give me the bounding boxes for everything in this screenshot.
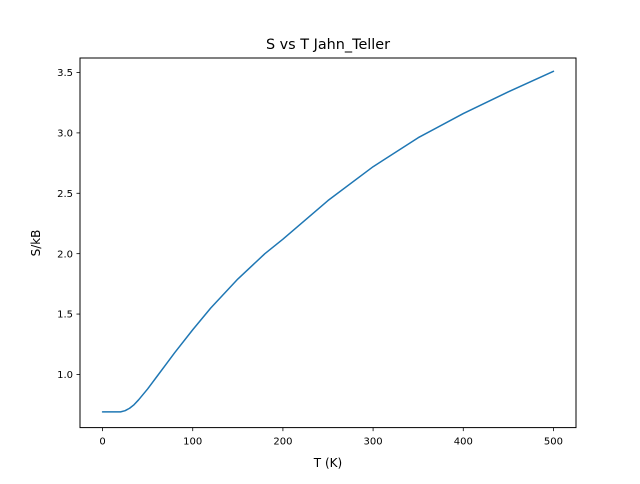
x-tick-label: 200 (273, 437, 292, 448)
x-tick-label: 400 (454, 437, 473, 448)
x-axis-label: T (K) (313, 456, 342, 470)
x-tick-label: 100 (183, 437, 202, 448)
y-axis-ticks: 1.0 1.5 2.0 2.5 3.0 3.5 (57, 68, 80, 381)
y-tick-label: 2.5 (57, 189, 73, 200)
series-line-0 (101, 70, 555, 413)
y-tick-label: 3.0 (57, 128, 73, 139)
y-tick-label: 1.5 (57, 310, 73, 321)
x-tick-label: 300 (364, 437, 383, 448)
series-layer (101, 70, 555, 413)
plot-area-frame (79, 57, 577, 429)
y-tick-label: 2.0 (57, 249, 73, 260)
y-axis-label: S/kB (29, 230, 43, 257)
x-tick-label: 0 (99, 437, 105, 448)
x-axis-ticks: 0 100 200 300 400 500 (99, 427, 563, 448)
y-tick-label: 1.0 (57, 370, 73, 381)
chart-title: S vs T Jahn_Teller (266, 37, 390, 53)
x-tick-label: 500 (544, 437, 563, 448)
y-tick-label: 3.5 (57, 68, 73, 79)
